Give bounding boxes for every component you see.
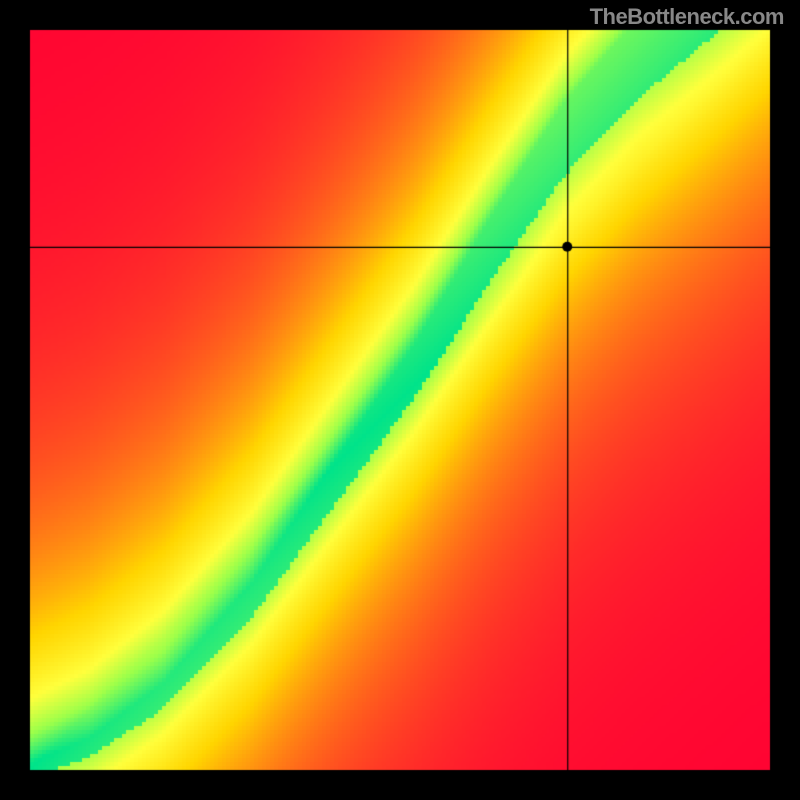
bottleneck-heatmap-canvas	[0, 0, 800, 800]
bottleneck-chart-container: TheBottleneck.com	[0, 0, 800, 800]
watermark-text: TheBottleneck.com	[590, 4, 784, 30]
